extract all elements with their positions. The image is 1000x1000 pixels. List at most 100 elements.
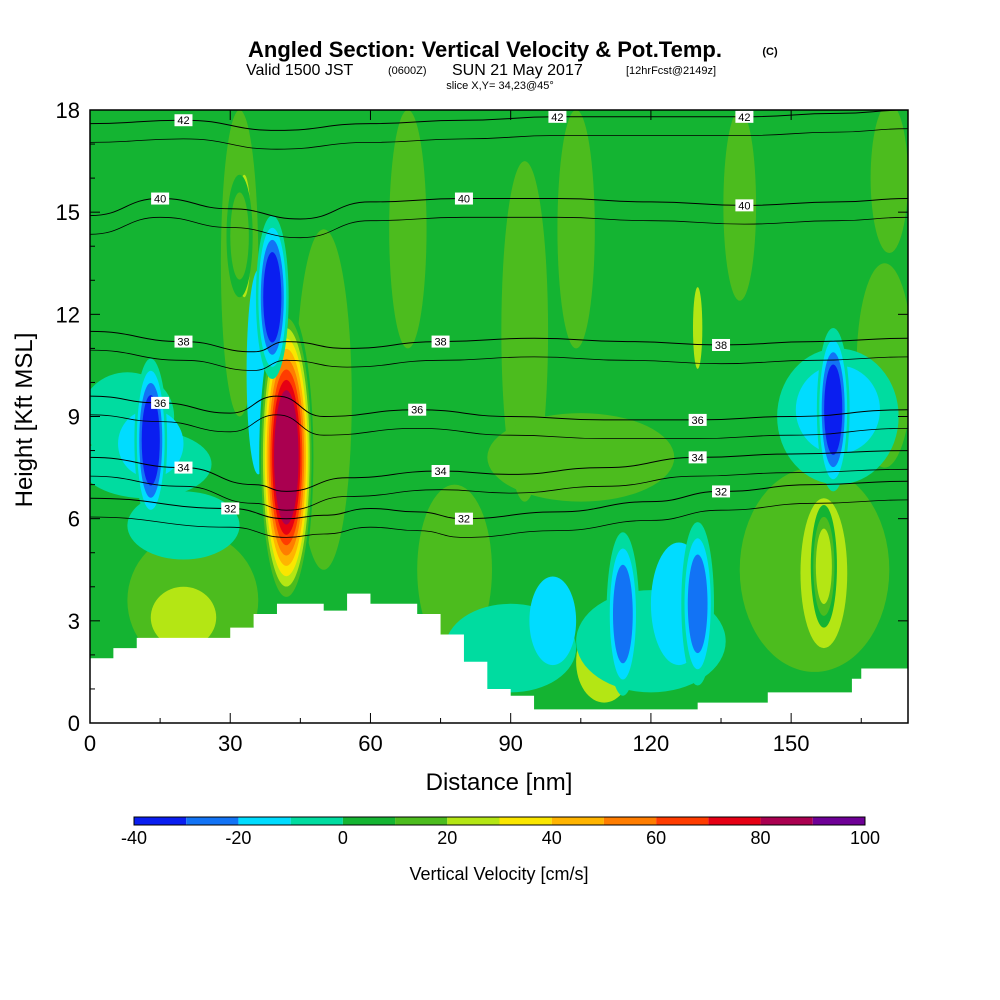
theta-label-38-2: 38 [712,338,731,352]
svg-text:38: 38 [434,337,446,349]
colorbar-swatch-40 [551,817,604,825]
x-axis-label: Distance [nm] [426,769,573,796]
svg-text:36: 36 [411,405,423,417]
velocity-patch-16 [692,287,703,369]
y-tick-label-12: 12 [56,302,80,327]
svg-text:34: 34 [177,463,189,475]
y-axis-label: Height [Kft MSL] [11,333,38,508]
y-tick-label-3: 3 [68,609,80,634]
subtitle-date: SUN 21 May 2017 [452,62,583,79]
x-tick-label-150: 150 [773,731,810,756]
velocity-patch-6 [870,110,908,254]
velocity-updraft-7-level-1 [230,192,249,280]
colorbar-tick-100: 100 [850,828,880,848]
svg-text:32: 32 [224,503,236,515]
theta-label-38-1: 38 [431,335,450,349]
theta-contour-minor-1 [90,468,908,511]
y-tick-label-18: 18 [56,98,80,123]
theta-contour-36 [90,395,908,421]
svg-text:42: 42 [738,112,750,124]
theta-label-42-0: 42 [174,114,193,127]
svg-text:42: 42 [177,115,189,127]
colorbar-frame [133,816,866,826]
y-tick-label-0: 0 [68,711,80,736]
y-tick-label-6: 6 [68,507,80,532]
colorbar-swatch--40 [134,817,187,825]
svg-text:32: 32 [715,486,727,498]
svg-text:36: 36 [154,398,166,410]
velocity-patch-23 [529,576,577,666]
velocity-patch-2 [389,110,427,349]
theta-label-36-2: 36 [688,413,707,427]
svg-text:42: 42 [551,112,563,124]
subtitle-forecast: [12hrFcst@2149z] [626,65,716,77]
colorbar-tick--20: -20 [225,828,251,848]
svg-text:32: 32 [458,514,470,526]
theta-contour-42 [90,110,908,131]
theta-label-32-2: 32 [712,485,731,498]
svg-text:40: 40 [458,194,470,206]
theta-contour-minor-4 [90,216,908,239]
theta-contour-minor-0 [90,499,908,538]
velocity-downdraft-3-level-3 [824,364,843,455]
velocity-downdraft-1-level-3 [263,252,282,343]
velocity-downdraft-2-level-3 [141,395,160,486]
theta-label-42-2: 42 [735,110,754,124]
slice-label: slice X,Y= 34,23@45° [446,80,554,92]
theta-contour-minor-5 [90,128,908,150]
terrain-profile [90,593,908,723]
colorbar-tick-40: 40 [542,828,562,848]
svg-text:40: 40 [154,194,166,206]
colorbar-tick--40: -40 [121,828,147,848]
colorbar-swatch--30 [186,817,239,825]
y-tick-label-9: 9 [68,405,80,430]
velocity-downdraft-5-level-2 [612,564,633,664]
svg-text:38: 38 [715,340,727,352]
colorbar-tick-80: 80 [751,828,771,848]
svg-text:40: 40 [738,200,750,212]
colorbar-swatch--10 [290,817,343,825]
theta-contour-minor-2 [90,414,908,440]
terrain [90,593,908,723]
theta-label-32-1: 32 [454,512,473,526]
subtitle-valid: Valid 1500 JST [246,62,354,79]
colorbar: -40 -20 0 20 40 60 80 100 [121,816,880,848]
velocity-field [90,110,908,723]
theta-label-34-1: 34 [431,464,450,478]
colorbar-swatch-20 [447,817,500,825]
svg-text:36: 36 [692,415,704,427]
x-tick-label-30: 30 [218,731,242,756]
colorbar-swatch-90 [812,817,865,825]
colorbar-label: Vertical Velocity [cm/s] [409,864,588,884]
title-units: (C) [762,46,778,58]
velocity-downdraft-4-level-2 [687,554,708,654]
colorbar-tick-0: 0 [338,828,348,848]
svg-text:34: 34 [434,466,446,478]
svg-text:38: 38 [177,337,189,349]
subtitle-utc: (0600Z) [388,65,427,77]
theta-label-42-1: 42 [548,110,567,124]
velocity-updraft-0-level-8 [274,390,299,525]
colorbar-swatch-60 [656,817,709,825]
colorbar-swatch-0 [342,817,396,825]
colorbar-tick-60: 60 [646,828,666,848]
theta-label-36-0: 36 [151,396,170,410]
svg-text:34: 34 [692,452,704,464]
y-tick-label-15: 15 [56,200,80,225]
theta-contour-minor-3 [90,349,908,371]
theta-label-34-2: 34 [688,451,707,464]
x-tick-label-120: 120 [633,731,670,756]
theta-label-40-0: 40 [151,192,170,206]
x-tick-label-0: 0 [84,731,96,756]
theta-label-38-0: 38 [174,335,193,349]
chart-title: Angled Section: Vertical Velocity & Pot.… [248,37,722,62]
theta-label-36-1: 36 [408,403,427,417]
velocity-patch-7 [487,413,675,502]
velocity-patch-12 [150,586,217,649]
theta-label-40-1: 40 [454,192,473,206]
colorbar-swatch-50 [603,817,657,825]
velocity-updraft-6-level-2 [815,528,832,605]
